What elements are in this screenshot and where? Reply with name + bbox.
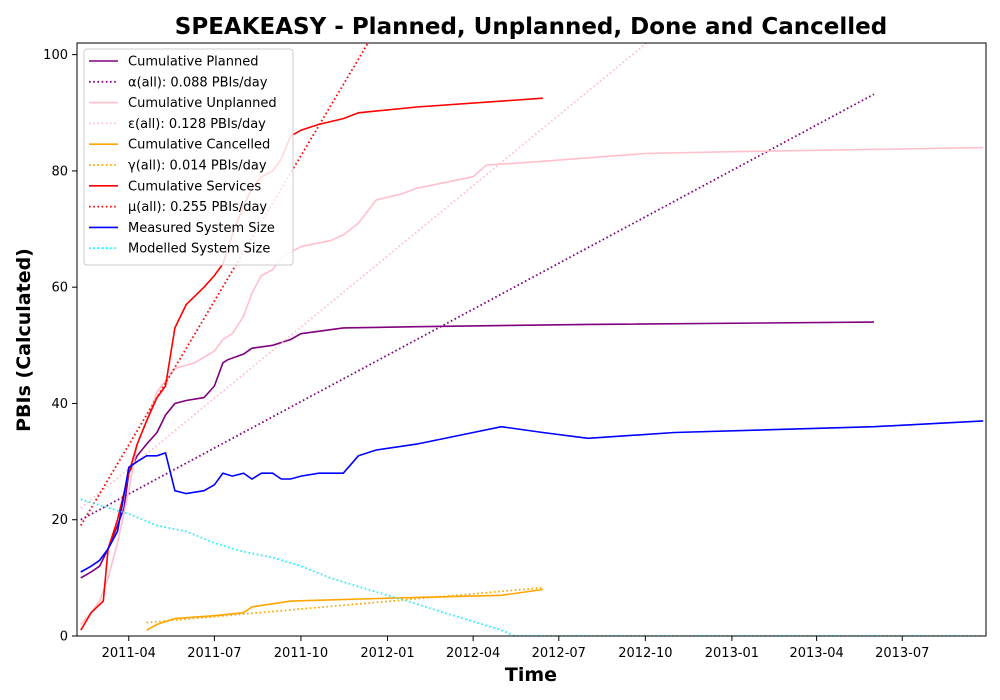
x-axis: 2011-04 2011-07 2011-10 2012-01 2012-04 2012-… <box>102 636 929 661</box>
x-tick-label: 2012-07 <box>532 646 586 661</box>
legend-label: μ(all): 0.255 PBIs/day <box>128 200 267 215</box>
legend-label: Cumulative Planned <box>128 55 258 70</box>
chart-title: SPEAKEASY - Planned, Unplanned, Done and… <box>175 14 887 40</box>
x-tick-label: 2013-01 <box>705 646 759 661</box>
y-tick-label: 0 <box>60 630 68 645</box>
y-tick-label: 20 <box>51 513 68 528</box>
legend-label: α(all): 0.088 PBIs/day <box>128 75 268 90</box>
x-tick-label: 2013-07 <box>875 646 929 661</box>
series-line-all-0-014-pbis-day <box>146 586 543 624</box>
x-tick-label: 2012-04 <box>446 646 500 661</box>
x-tick-label: 2013-04 <box>789 646 843 661</box>
y-axis-label: PBIs (Calculated) <box>13 248 35 432</box>
legend-box <box>83 48 294 266</box>
x-axis-label: Time <box>505 664 557 686</box>
series-line-cumulative-cancelled <box>146 588 543 631</box>
series-layer <box>80 43 984 636</box>
y-tick-label: 60 <box>51 281 68 296</box>
legend-label: Cumulative Services <box>128 179 261 194</box>
x-tick-label: 2012-01 <box>360 646 414 661</box>
x-tick-label: 2011-07 <box>187 646 241 661</box>
y-tick-label: 100 <box>43 48 68 63</box>
legend: Cumulative Planned α(all): 0.088 PBIs/day… <box>83 48 294 266</box>
legend-label: Modelled System Size <box>128 242 270 257</box>
legend-label: Cumulative Cancelled <box>128 138 270 153</box>
x-tick-label: 2011-10 <box>274 646 328 661</box>
legend-label: Cumulative Unplanned <box>128 96 277 111</box>
y-axis: 0 20 40 60 80 100 <box>43 48 77 645</box>
series-line-modelled-system-size <box>80 498 984 636</box>
legend-label: ε(all): 0.128 PBIs/day <box>128 117 266 132</box>
legend-label: Measured System Size <box>128 221 275 236</box>
series-line-all-0-128-pbis-day <box>80 43 649 509</box>
legend-label: γ(all): 0.014 PBIs/day <box>128 159 267 174</box>
y-tick-label: 80 <box>51 164 68 179</box>
x-tick-label: 2012-10 <box>618 646 672 661</box>
series-line-cumulative-unplanned <box>80 146 984 625</box>
plot-frame <box>76 42 987 637</box>
series-line-all-0-088-pbis-day <box>80 93 875 521</box>
x-tick-label: 2011-04 <box>102 646 156 661</box>
y-tick-label: 40 <box>51 397 68 412</box>
series-line-measured-system-size <box>80 420 984 573</box>
